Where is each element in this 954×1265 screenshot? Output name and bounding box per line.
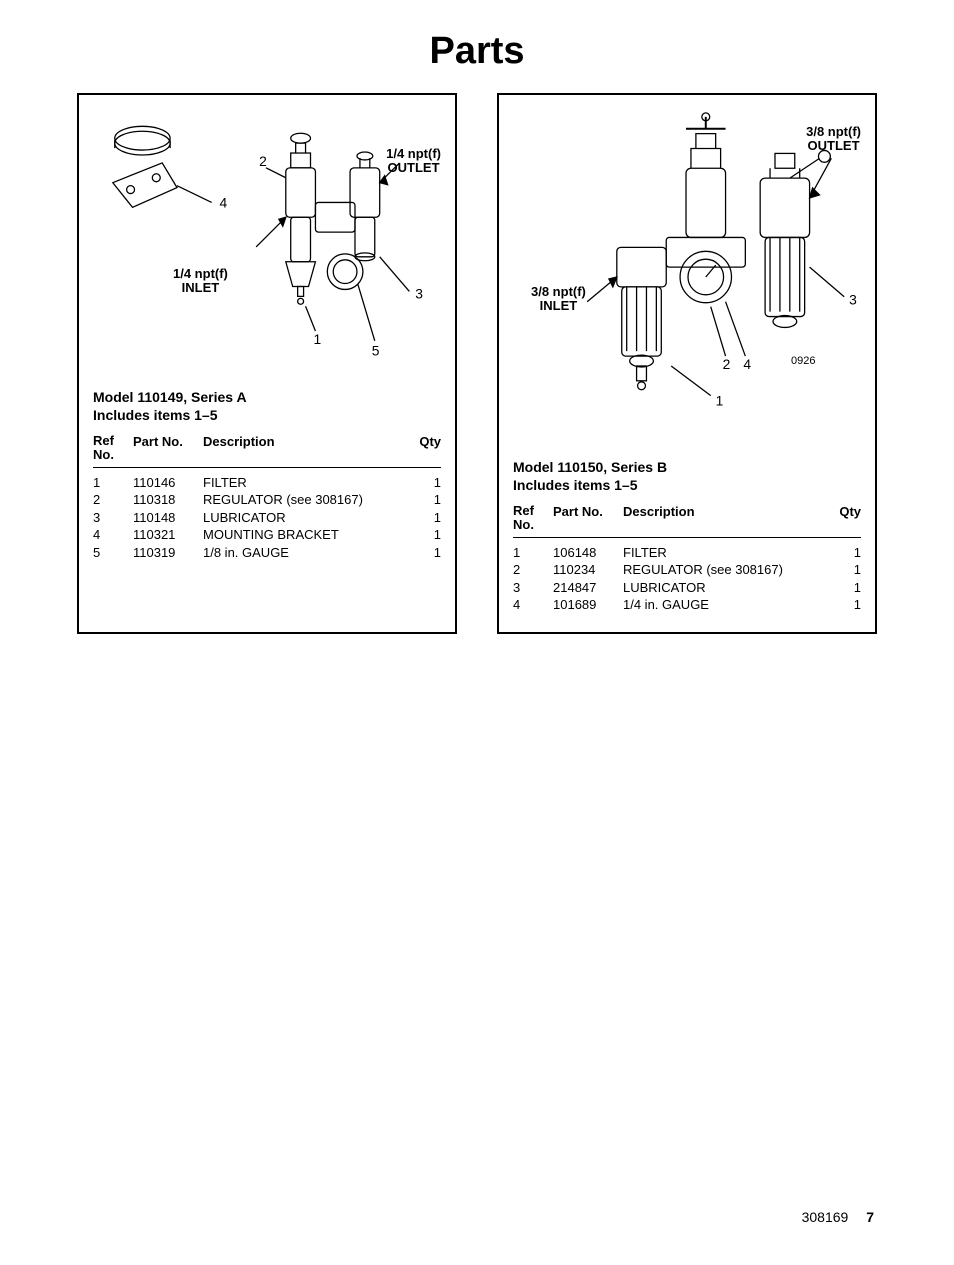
callout-5: 5 [372,343,380,359]
cell-part: 110148 [133,509,203,527]
right-table-header: RefNo. Part No. Description Qty [513,504,861,538]
col-ref: RefNo. [93,434,133,463]
page-title: Parts [0,30,954,73]
left-model-heading: Model 110149, Series A Includes items 1–… [93,389,441,424]
cell-ref: 5 [93,544,133,562]
cell-ref: 2 [93,491,133,509]
left-panel: 4 2 3 1 5 1/4 npt(f)INLET 1/4 npt(f)OUTL… [77,93,457,634]
callout-3: 3 [849,292,857,308]
cell-qty: 1 [825,544,861,562]
col-qty: Qty [405,434,441,463]
left-table-header: RefNo. Part No. Description Qty [93,434,441,468]
col-desc: Description [623,504,825,533]
col-ref: RefNo. [513,504,553,533]
cell-ref: 1 [513,544,553,562]
inlet-label: 3/8 npt(f)INLET [531,285,586,312]
cell-desc: LUBRICATOR [203,509,405,527]
cell-part: 110321 [133,526,203,544]
callout-2: 2 [259,153,267,169]
left-table-rows: 1110146FILTER12110318REGULATOR (see 3081… [93,474,441,562]
callout-2: 2 [723,356,731,372]
callout-4: 4 [220,194,228,210]
outlet-label: 3/8 npt(f)OUTLET [806,125,861,152]
cell-part: 110146 [133,474,203,492]
callout-4: 4 [743,356,751,372]
cell-desc: 1/8 in. GAUGE [203,544,405,562]
col-qty: Qty [825,504,861,533]
cell-part: 110319 [133,544,203,562]
cell-ref: 2 [513,561,553,579]
cell-ref: 1 [93,474,133,492]
cell-qty: 1 [825,596,861,614]
cell-desc: FILTER [623,544,825,562]
content-columns: 4 2 3 1 5 1/4 npt(f)INLET 1/4 npt(f)OUTL… [0,93,954,634]
left-diagram: 4 2 3 1 5 1/4 npt(f)INLET 1/4 npt(f)OUTL… [93,107,441,377]
cell-ref: 3 [513,579,553,597]
right-model-line2: Includes items 1–5 [513,477,638,493]
left-model-line1: Model 110149, Series A [93,389,247,405]
cell-ref: 4 [513,596,553,614]
cell-qty: 1 [405,544,441,562]
cell-ref: 3 [93,509,133,527]
cell-part: 110234 [553,561,623,579]
table-row: 3110148LUBRICATOR1 [93,509,441,527]
table-row: 1106148FILTER1 [513,544,861,562]
right-table-rows: 1106148FILTER12110234REGULATOR (see 3081… [513,544,861,614]
table-row: 41016891/4 in. GAUGE1 [513,596,861,614]
cell-part: 214847 [553,579,623,597]
right-diagram-svg: 1 2 4 3 [513,107,861,447]
callout-1: 1 [313,331,321,347]
cell-qty: 1 [405,526,441,544]
cell-qty: 1 [825,579,861,597]
cell-qty: 1 [405,509,441,527]
right-model-line1: Model 110150, Series B [513,459,667,475]
doc-number: 308169 [802,1209,849,1225]
cell-desc: FILTER [203,474,405,492]
outlet-label: 1/4 npt(f)OUTLET [386,147,441,174]
cell-desc: 1/4 in. GAUGE [623,596,825,614]
table-row: 4110321MOUNTING BRACKET1 [93,526,441,544]
right-panel: 1 2 4 3 3/8 npt(f)OUTLET 3/8 npt(f)INLET… [497,93,877,634]
cell-desc: MOUNTING BRACKET [203,526,405,544]
col-desc: Description [203,434,405,463]
table-row: 3214847LUBRICATOR1 [513,579,861,597]
cell-qty: 1 [825,561,861,579]
page-footer: 308169 7 [802,1209,874,1225]
cell-qty: 1 [405,474,441,492]
cell-part: 101689 [553,596,623,614]
right-diagram: 1 2 4 3 3/8 npt(f)OUTLET 3/8 npt(f)INLET… [513,107,861,447]
left-model-line2: Includes items 1–5 [93,407,218,423]
col-part: Part No. [553,504,623,533]
table-row: 2110318REGULATOR (see 308167)1 [93,491,441,509]
cell-desc: REGULATOR (see 308167) [623,561,825,579]
cell-part: 110318 [133,491,203,509]
cell-desc: REGULATOR (see 308167) [203,491,405,509]
cell-qty: 1 [405,491,441,509]
callout-1: 1 [716,393,724,409]
cell-desc: LUBRICATOR [623,579,825,597]
table-row: 2110234REGULATOR (see 308167)1 [513,561,861,579]
cell-part: 106148 [553,544,623,562]
table-row: 51103191/8 in. GAUGE1 [93,544,441,562]
right-model-heading: Model 110150, Series B Includes items 1–… [513,459,861,494]
inlet-label: 1/4 npt(f)INLET [173,267,228,294]
table-row: 1110146FILTER1 [93,474,441,492]
cell-ref: 4 [93,526,133,544]
callout-3: 3 [415,285,423,301]
col-part: Part No. [133,434,203,463]
drawing-number: 0926 [791,355,815,367]
page-number: 7 [866,1209,874,1225]
